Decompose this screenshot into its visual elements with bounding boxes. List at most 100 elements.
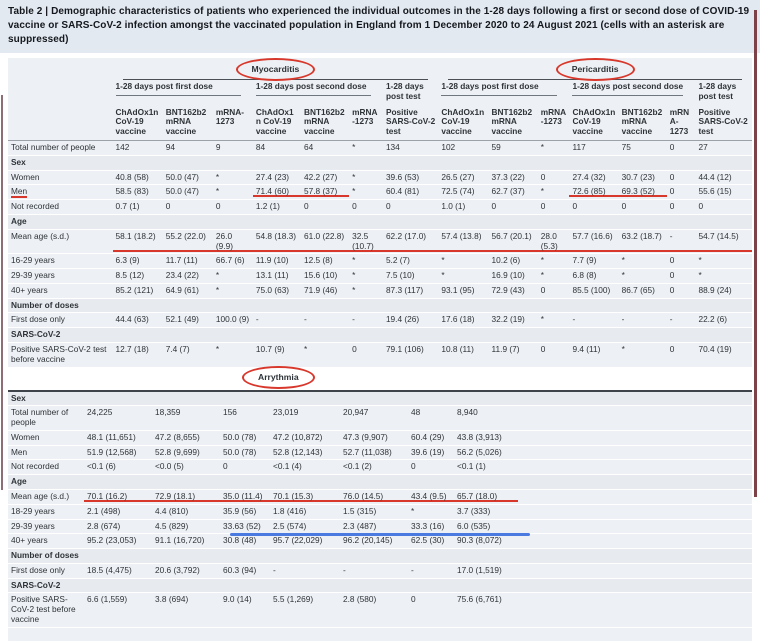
- table-cell: 62.2 (17.0): [382, 229, 439, 255]
- table-cell: 1.5 (315): [340, 504, 408, 520]
- table-cell: 156: [220, 405, 270, 431]
- table-cell: 4.4 (810): [152, 504, 220, 520]
- section-header-sars-cov-2: SARS-CoV-2: [8, 327, 752, 343]
- table-cell: 0: [408, 592, 454, 628]
- table-cell: 18.5 (4,475): [84, 563, 152, 579]
- arrythmia-divider: Arrythmia: [8, 365, 752, 392]
- table-cell: 58.5 (83): [112, 184, 163, 201]
- table-cell: 57.7 (16.6): [569, 229, 619, 255]
- table-cell: *: [695, 253, 752, 270]
- table-cell: 55.6 (15): [695, 184, 752, 201]
- table-cell: 18,359: [152, 405, 220, 431]
- table-cell: -: [666, 312, 696, 329]
- table-cell: 88.9 (24): [695, 283, 752, 299]
- table-cell: 47.2 (8,655): [152, 430, 220, 446]
- column-header-bnt162b2-mrna-vaccine: BNT162b2 mRNA vaccine: [488, 104, 538, 142]
- table-cell: 27.4 (32): [569, 170, 619, 186]
- column-header-positive-sars-cov-2-test: Positive SARS-CoV-2 test: [382, 104, 439, 142]
- table-cell: 0: [349, 342, 383, 368]
- table-cell: 23.4 (22): [162, 268, 213, 284]
- table-cell: 95.7 (22,029): [270, 533, 340, 550]
- filler-cell: [518, 430, 753, 446]
- table-cell: 63.2 (18.7): [618, 229, 667, 255]
- table-cell: -: [270, 563, 340, 579]
- table-cell: 75.0 (63): [252, 283, 301, 299]
- table-cell: -: [340, 563, 408, 579]
- table-cell: -: [666, 229, 696, 255]
- column-header-mrna-1273: mRNA-1273: [537, 104, 570, 142]
- row-label-women: Women: [8, 430, 84, 446]
- table-cell: 7.7 (9): [569, 253, 619, 270]
- row-label-men: Men: [8, 445, 84, 461]
- table-cell: *: [618, 253, 667, 270]
- table-cell: 22.2 (6): [695, 312, 752, 329]
- table-cell: 17.0 (1,519): [454, 563, 518, 579]
- table-cell: 19.4 (26): [382, 312, 439, 329]
- table-cell: 96.2 (20,145): [340, 533, 408, 550]
- table-cell: 10.8 (11): [438, 342, 489, 368]
- table-cell: 35.0 (11.4): [220, 489, 270, 505]
- filler-cell: [518, 445, 753, 461]
- table-cell: *: [537, 184, 570, 201]
- outcome-header-arrythmia: Arrythmia: [242, 365, 315, 389]
- table-title: Table 2 | Demographic characteristics of…: [0, 0, 760, 53]
- table-cell: 0: [666, 283, 696, 299]
- table-cell: 1.8 (416): [270, 504, 340, 520]
- table-cell: 58.1 (18.2): [112, 229, 163, 255]
- row-label-mean-age-s-d: Mean age (s.d.): [8, 229, 113, 255]
- table-cell: -: [252, 312, 301, 329]
- table-cell: 60.4 (29): [408, 430, 454, 446]
- table-cell: *: [618, 268, 667, 284]
- table-cell: 75.6 (6,761): [454, 592, 518, 628]
- table-cell: 66.7 (6): [212, 253, 253, 270]
- table-cell: 9.4 (11): [569, 342, 619, 368]
- row-label-16-29-years: 16-29 years: [8, 253, 113, 270]
- table-cell: 64.9 (61): [162, 283, 213, 299]
- table-cell: 60.3 (94): [220, 563, 270, 579]
- table-cell: *: [212, 283, 253, 299]
- table-cell: 69.3 (52): [618, 184, 667, 201]
- table-cell: 0.7 (1): [112, 199, 163, 215]
- row-label-positive-sars-cov-2-test-before-vaccine: Positive SARS-CoV-2 test before vaccine: [8, 592, 84, 628]
- table-cell: 1.2 (1): [252, 199, 301, 215]
- table-cell: 5.2 (7): [382, 253, 439, 270]
- table-cell: 47.3 (9,907): [340, 430, 408, 446]
- table-cell: 2.1 (498): [84, 504, 152, 520]
- table-cell: 0: [666, 199, 696, 215]
- table-cell: 40.8 (58): [112, 170, 163, 186]
- table-cell: 0: [488, 199, 538, 215]
- table-cell: 57.4 (13.8): [438, 229, 489, 255]
- table-cell: 44.4 (12): [695, 170, 752, 186]
- table-cell: 0: [408, 459, 454, 476]
- column-header-mrna-1273: mRNA-1273: [349, 104, 383, 142]
- column-header-chadox1n-cov-19-vaccine: ChAdOx1n CoV-19 vaccine: [438, 104, 489, 142]
- table-cell: 56.2 (5,026): [454, 445, 518, 461]
- table-cell: 39.6 (53): [382, 170, 439, 186]
- corner-cell: [8, 58, 113, 81]
- filler-cell: [518, 563, 753, 579]
- table-cell: 117: [569, 140, 619, 156]
- table-cell: 54.8 (18.3): [252, 229, 301, 255]
- column-header-bnt162b2-mrna-vaccine: BNT162b2 mRNA vaccine: [301, 104, 350, 142]
- table-cell: 57.8 (37): [301, 184, 350, 201]
- table-cell: 61.0 (22.8): [301, 229, 350, 255]
- table-cell: -: [569, 312, 619, 329]
- table-cell: 70.1 (15.3): [270, 489, 340, 505]
- table-cell: 0: [666, 342, 696, 368]
- table-cell: 55.2 (22.0): [162, 229, 213, 255]
- row-label-total-number-of-people: Total number of people: [8, 405, 84, 431]
- table-cell: 24,225: [84, 405, 152, 431]
- outcome-header-pericarditis: Pericarditis: [438, 58, 752, 82]
- table-cell: 11.7 (11): [162, 253, 213, 270]
- table-cell: 0: [537, 199, 570, 215]
- table-cell: 72.9 (18.1): [152, 489, 220, 505]
- table-cell: 0: [301, 199, 350, 215]
- table-cell: 48: [408, 405, 454, 431]
- table-cell: 6.0 (535): [454, 519, 518, 535]
- arrythmia-table: Sex Total number of people 24,225 18,359 156…: [8, 391, 753, 628]
- table-cell: 52.1 (49): [162, 312, 213, 329]
- table-cell: 70.4 (19): [695, 342, 752, 368]
- table-cell: -: [301, 312, 350, 329]
- table-cell: 0: [537, 342, 570, 368]
- table-cell: 87.3 (117): [382, 283, 439, 299]
